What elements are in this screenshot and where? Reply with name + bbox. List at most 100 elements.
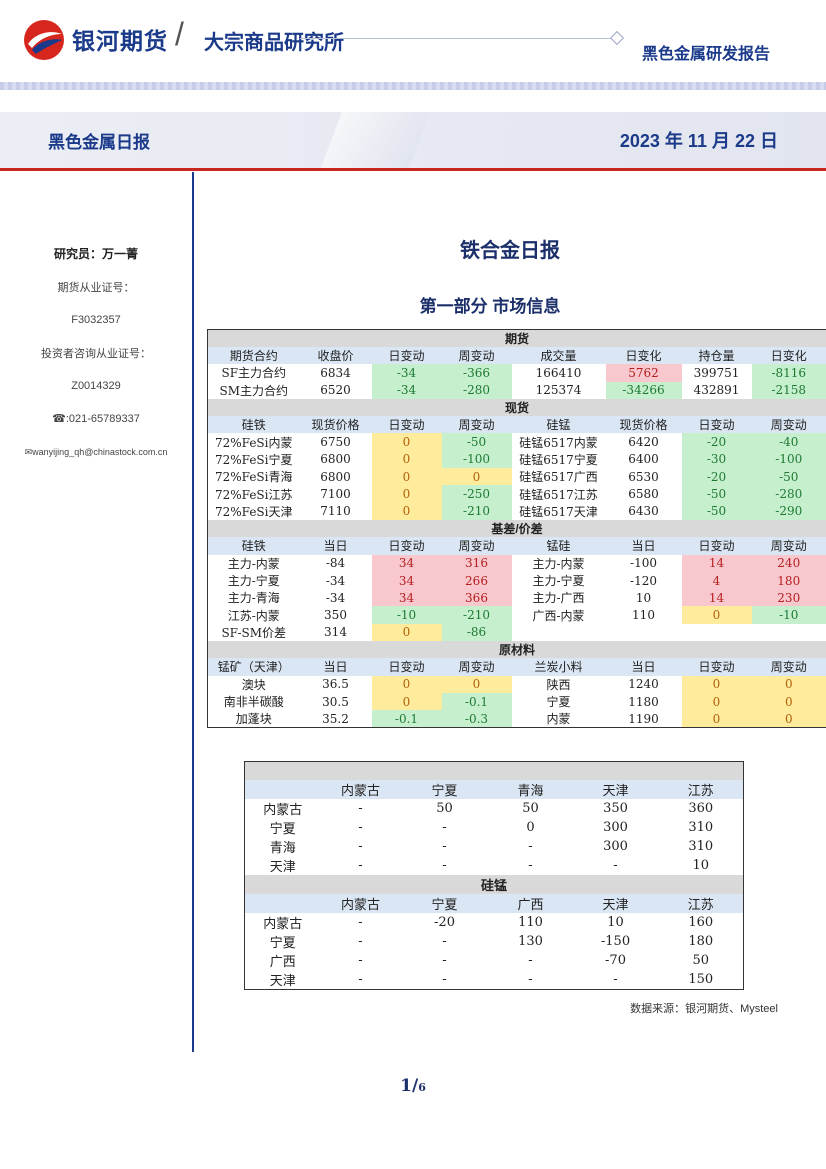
table-cell: 72%FeSi宁夏 <box>214 452 293 467</box>
table-cell: - <box>528 953 533 969</box>
table-cell: - <box>442 972 447 988</box>
table-cell: -280 <box>751 485 826 503</box>
header-cell: 周变动 <box>751 658 826 676</box>
table-cell: 72%FeSi内蒙 <box>214 435 293 450</box>
table-cell: 澳块 <box>241 677 266 692</box>
header-cell: 青海 <box>488 780 573 800</box>
table-cell: 266 <box>441 571 512 590</box>
table-cell: -100 <box>441 450 512 469</box>
table-cell: SF主力合约 <box>221 366 287 381</box>
header-cell: 当日 <box>299 658 372 676</box>
table-cell: -290 <box>751 502 826 520</box>
table-cell: -100 <box>630 556 657 571</box>
table-cell: 160 <box>688 915 714 931</box>
main-title: 铁合金日报 <box>460 240 560 262</box>
table-cell: 0 <box>371 623 442 642</box>
header-cell: 成交量 <box>511 347 606 365</box>
table-row: SF主力合约 6834 -34 -366 166410 5762 399751 -8116 <box>208 364 826 382</box>
table-cell: -100 <box>751 450 826 469</box>
table-cell: 180 <box>688 934 714 950</box>
table-cell: 6750 <box>320 435 351 450</box>
table-cell: -34 <box>371 381 442 399</box>
table-cell: 宁夏 <box>269 822 296 838</box>
header-row: 锰矿（天津） 当日 日变动 周变动 兰炭小料 当日 日变动 周变动 <box>207 658 826 676</box>
table-cell: 240 <box>751 554 826 572</box>
sidebar-divider <box>192 172 194 1052</box>
table-cell: 广西 <box>269 955 296 971</box>
table-cell: 399751 <box>693 365 740 380</box>
header-cell: 周变动 <box>441 347 512 365</box>
table-cell: 0 <box>371 485 442 503</box>
table-cell: 72%FeSi江苏 <box>214 487 293 502</box>
table-cell: 310 <box>688 839 714 855</box>
table-cell: - <box>358 915 363 931</box>
table-cell: 166410 <box>535 365 582 380</box>
table-cell: -10 <box>751 606 826 624</box>
consult-number: Z0014329 <box>71 380 121 392</box>
table-row: 宁夏 - - 0 300 310 <box>245 818 744 837</box>
table-cell: 6520 <box>320 383 351 398</box>
section-title: 原材料 <box>207 641 826 659</box>
table-cell: 0 <box>751 692 826 711</box>
table-cell: 南非半碳酸 <box>223 695 284 710</box>
table-cell: - <box>358 801 363 817</box>
table-cell: -34 <box>325 590 346 605</box>
table-cell: 110 <box>632 608 655 623</box>
header-cell: 周变动 <box>751 537 826 555</box>
table-cell: -250 <box>441 485 512 503</box>
table-cell: -50 <box>441 433 512 451</box>
table-row: 南非半碳酸 30.5 0 -0.1 宁夏 1180 0 0 <box>208 692 826 711</box>
section-row: 现货 <box>207 398 826 417</box>
table-row: 内蒙古 - -20 110 10 160 <box>245 913 744 932</box>
table-cell: 加蓬块 <box>235 712 272 727</box>
table-cell: SF-SM价差 <box>221 625 287 640</box>
table-cell: 宁夏 <box>269 936 296 952</box>
table-cell: 宁夏 <box>546 695 571 710</box>
header-cell: 天津 <box>572 894 659 914</box>
header-cell: 日变动 <box>681 537 752 555</box>
table-cell: 50 <box>692 953 710 969</box>
table-cell: SM主力合约 <box>219 383 288 398</box>
header-cell: 宁夏 <box>400 894 489 914</box>
table-cell: 50 <box>522 801 539 817</box>
page-current: 1/ <box>400 1076 419 1096</box>
market-table: 期货 期货合约 收盘价 日变动 周变动 成交量 日变化 持仓量 日变化 SF主力合约 6834 -34… <box>207 329 826 729</box>
table-row: 72%FeSi内蒙 6750 0 -50 硅锰6517内蒙 6420 -20 -40 <box>208 433 826 451</box>
header-line <box>300 38 618 39</box>
table-cell: 主力-内蒙 <box>532 556 585 571</box>
table-cell: -210 <box>441 502 512 520</box>
header-cell: 硅锰 <box>511 416 606 434</box>
researcher: 研究员：万一菁 <box>53 247 138 261</box>
table-cell: 35.2 <box>322 711 349 726</box>
table-cell: 0 <box>441 675 512 693</box>
section-title: 硅锰 <box>244 875 744 895</box>
table-row: 72%FeSi宁夏 6800 0 -100 硅锰6517宁夏 6400 -30 -100 <box>208 450 826 469</box>
table-row: 青海 - - - 300 310 <box>245 837 744 856</box>
table-row: SM主力合约 6520 -34 -280 125374 -34266 432891 -2158 <box>208 381 826 399</box>
table-cell: - <box>528 858 533 874</box>
table-cell <box>606 624 682 641</box>
table-cell: - <box>358 953 363 969</box>
header-cell: 日变动 <box>371 658 442 676</box>
header-cell: 宁夏 <box>400 780 489 800</box>
table-cell: -0.1 <box>441 692 512 711</box>
section-row: 原材料 <box>207 641 826 659</box>
section-row: 硅锰 <box>244 875 744 895</box>
header-cell: 当日 <box>605 537 682 555</box>
header-row: 硅铁 现货价格 日变动 周变动 硅锰 现货价格 日变动 周变动 <box>207 416 826 434</box>
table-row: 主力-宁夏 -34 34 266 主力-宁夏 -120 4 180 <box>208 571 826 590</box>
table-cell: -86 <box>441 623 512 642</box>
table-cell: 青海 <box>269 841 296 857</box>
table-cell: 50 <box>436 801 453 817</box>
header-cell: 广西 <box>488 894 573 914</box>
table-cell: -2158 <box>751 381 826 399</box>
header-cell <box>244 780 321 800</box>
table-cell: 310 <box>688 820 714 836</box>
header-cell: 天津 <box>572 780 659 800</box>
header-cell: 日变动 <box>371 416 442 434</box>
table-cell: - <box>358 820 363 836</box>
email-address[interactable]: wanyijing_qh@chinastock.com.cn <box>32 447 168 457</box>
table-cell: 10 <box>692 858 710 874</box>
table-row: 天津 - - - - 150 <box>245 970 744 990</box>
table-cell: -120 <box>630 573 657 588</box>
